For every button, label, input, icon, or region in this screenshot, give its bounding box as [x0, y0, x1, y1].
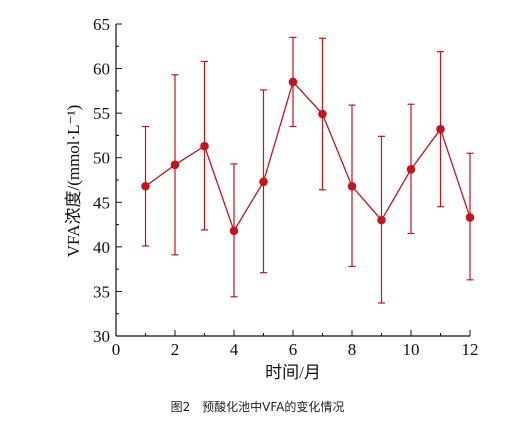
- data-point: [406, 165, 416, 174]
- x-tick-label: 6: [289, 340, 298, 359]
- x-tick-label: 2: [171, 340, 180, 359]
- data-point: [436, 124, 445, 134]
- y-tick-label: 40: [93, 238, 110, 257]
- y-tick-label: 30: [93, 327, 110, 346]
- data-point: [318, 109, 327, 119]
- data-point: [141, 181, 150, 191]
- chart-ticks: 30 35 40 45 50 55 60 65 0 2 4 6 8 10 12: [93, 15, 479, 359]
- y-tick-label: 65: [93, 15, 110, 34]
- x-tick-label: 10: [403, 340, 420, 359]
- data-point: [347, 181, 357, 191]
- chart-markers: [141, 77, 475, 236]
- figure-number: 图2: [170, 400, 191, 414]
- y-tick-label: 50: [93, 149, 110, 168]
- x-axis-label: 时间/月: [265, 363, 321, 382]
- y-tick-label: 45: [93, 193, 110, 212]
- x-tick-label: 8: [348, 340, 357, 359]
- x-tick-label: 12: [462, 340, 479, 359]
- data-point: [288, 77, 298, 87]
- figure-caption-text: 预酸化池中VFA的变化情况: [202, 400, 345, 414]
- series-line: [145, 80, 471, 233]
- data-point: [259, 177, 268, 187]
- data-point: [465, 213, 475, 222]
- x-tick-label: 0: [112, 340, 121, 359]
- data-point: [229, 226, 239, 236]
- data-point: [377, 215, 386, 225]
- y-tick-label: 35: [93, 282, 110, 301]
- data-point: [170, 160, 180, 170]
- y-tick-label: 55: [93, 104, 110, 123]
- y-axis-label: VFA浓度/(mmol·L⁻¹): [64, 105, 83, 258]
- data-point: [200, 141, 209, 151]
- x-tick-label: 4: [230, 340, 239, 359]
- chart-error-bars: [142, 36, 474, 304]
- figure-caption: 图2 预酸化池中VFA的变化情况: [0, 398, 515, 415]
- y-tick-label: 60: [93, 60, 110, 79]
